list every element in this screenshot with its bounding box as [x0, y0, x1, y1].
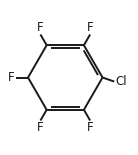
Text: F: F — [37, 21, 44, 34]
Text: F: F — [87, 121, 93, 134]
Text: Cl: Cl — [115, 75, 127, 88]
Text: F: F — [8, 71, 15, 84]
Text: F: F — [87, 21, 93, 34]
Text: F: F — [37, 121, 44, 134]
